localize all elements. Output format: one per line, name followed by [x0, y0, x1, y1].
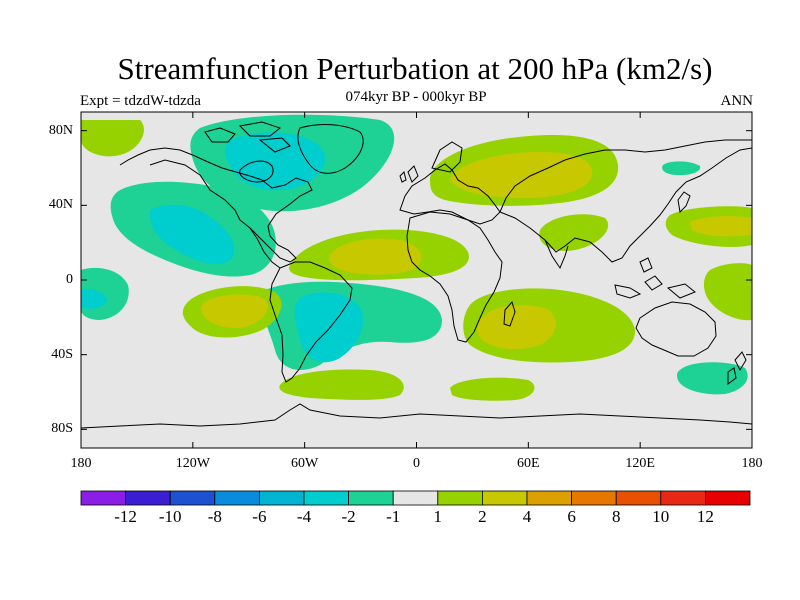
colorbar	[80, 490, 751, 506]
colorbar-label: -8	[207, 507, 222, 526]
coastlines	[81, 121, 752, 429]
colorbar-label: 2	[478, 507, 487, 526]
western-pacific-positive	[81, 120, 144, 157]
colorbar-swatch	[615, 490, 662, 506]
colorbar-swatch	[481, 490, 528, 506]
colorbar-swatch	[80, 490, 126, 506]
coastline-maritime-continent	[614, 257, 696, 299]
colorbar-swatch	[705, 490, 751, 506]
y-tick-label: 40N	[48, 197, 73, 213]
coastline-new-zealand	[727, 351, 747, 385]
colorbar-label: 12	[696, 507, 714, 526]
colorbar-swatch	[125, 490, 171, 506]
y-tick-label: 80S	[51, 421, 73, 437]
coastline-scandinavia	[431, 141, 463, 173]
colorbar-swatch	[348, 490, 394, 506]
x-tick-label: 180	[741, 456, 763, 471]
y-tick-label: 0	[66, 272, 73, 287]
y-tick-label: 40S	[51, 346, 73, 362]
x-tick-label: 120W	[175, 456, 210, 471]
coastline-asia	[499, 139, 752, 263]
colorbar-label: -6	[252, 507, 267, 526]
x-tick-label: 60E	[517, 456, 540, 471]
coastline-greenland	[297, 124, 364, 174]
experiment-label: Expt = tdzdW-tdzda	[80, 93, 201, 109]
coastline-south-america	[269, 261, 353, 383]
colorbar-label: -12	[114, 507, 137, 526]
map-field	[81, 112, 752, 448]
colorbar-swatch	[258, 490, 305, 506]
kamchatka-negative	[662, 161, 701, 176]
coastline-arctic-canada	[239, 160, 274, 183]
coastline-central-america	[249, 227, 281, 269]
east-asia-positive	[539, 214, 609, 251]
coastline-africa	[406, 211, 503, 343]
colorbar-swatch	[214, 490, 260, 506]
coastline-australia	[635, 301, 717, 357]
colorbar-swatch	[437, 490, 483, 506]
colorbar-swatch	[303, 490, 349, 506]
subtitle-label: 074kyr BP - 000kyr BP	[345, 89, 487, 105]
map-ticks	[80, 112, 753, 448]
coastline-europe	[399, 163, 501, 225]
colorbar-label: -4	[296, 507, 312, 526]
colorbar-label: 10	[652, 507, 670, 526]
x-tick-label: 0	[413, 456, 420, 471]
colorbar-label: 6	[567, 507, 576, 526]
coastline-india	[544, 239, 569, 270]
south-america-core	[294, 292, 364, 363]
x-tick-label: 60W	[291, 456, 319, 471]
north-pacific-east-core	[690, 216, 752, 237]
colorbar-swatch	[169, 490, 216, 506]
colorbar-label: 8	[611, 507, 621, 526]
colorbar-label: 1	[433, 507, 443, 526]
colorbar-label: 4	[522, 507, 532, 526]
north-america-core	[149, 204, 235, 265]
tropical-pacific-negative-core	[81, 289, 107, 309]
southern-ocean-east-positive	[450, 377, 535, 401]
season-label: ANN	[720, 93, 754, 109]
coastline-british-isles	[399, 165, 419, 183]
plot-title: Streamfunction Perturbation at 200 hPa (…	[117, 51, 713, 86]
south-africa-core	[477, 305, 556, 350]
y-tick-label: 80N	[48, 122, 73, 138]
colorbar-label: -1	[386, 507, 401, 526]
map-background	[81, 112, 752, 448]
colorbar-label: -10	[158, 507, 182, 526]
south-pacific-core	[201, 294, 268, 328]
colorbar-swatch	[571, 490, 617, 506]
colorbar-swatch	[392, 490, 439, 506]
western-pacific-tropical-positive	[703, 263, 752, 321]
tropical-atlantic-core	[328, 238, 422, 275]
colorbar-swatch	[660, 490, 706, 506]
coastline-madagascar	[503, 300, 516, 327]
coastline-arctic-islands	[204, 121, 291, 153]
coastline-japan	[677, 191, 691, 214]
colorbar-label: -2	[341, 507, 356, 526]
coastline-north-america	[119, 147, 313, 263]
southern-ocean-positive	[279, 369, 404, 400]
x-tick-label: 120E	[625, 456, 655, 471]
coastline-antarctica	[81, 403, 752, 429]
colorbar-swatch	[526, 490, 572, 506]
x-tick-label: 180	[70, 456, 92, 471]
